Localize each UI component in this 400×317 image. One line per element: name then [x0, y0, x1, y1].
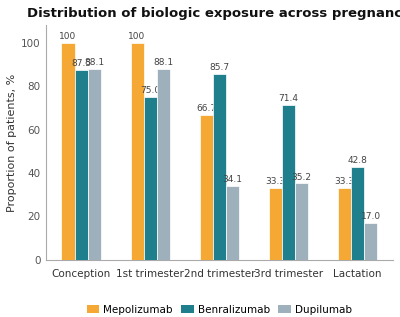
- Bar: [74, 70, 88, 260]
- Bar: [226, 186, 239, 260]
- Bar: [61, 43, 74, 260]
- Text: 35.2: 35.2: [292, 173, 312, 182]
- Text: 17.0: 17.0: [361, 212, 381, 221]
- Text: 100: 100: [128, 32, 146, 41]
- Legend: Mepolizumab, Benralizumab, Dupilumab: Mepolizumab, Benralizumab, Dupilumab: [82, 300, 356, 317]
- Bar: [130, 43, 144, 260]
- Bar: [364, 223, 377, 260]
- Text: 71.4: 71.4: [278, 94, 298, 103]
- Text: 33.3: 33.3: [334, 177, 354, 186]
- Bar: [295, 184, 308, 260]
- Bar: [157, 68, 170, 260]
- Text: 100: 100: [59, 32, 76, 41]
- Text: 75.0: 75.0: [140, 86, 160, 95]
- Bar: [200, 115, 213, 260]
- Bar: [351, 167, 364, 260]
- Title: Distribution of biologic exposure across pregnancy: Distribution of biologic exposure across…: [28, 7, 400, 20]
- Bar: [269, 188, 282, 260]
- Bar: [144, 97, 157, 260]
- Text: 66.7: 66.7: [196, 104, 216, 113]
- Bar: [338, 188, 351, 260]
- Y-axis label: Proportion of patients, %: Proportion of patients, %: [7, 74, 17, 212]
- Text: 87.5: 87.5: [71, 59, 91, 68]
- Text: 33.3: 33.3: [265, 177, 285, 186]
- Text: 42.8: 42.8: [348, 156, 368, 165]
- Text: 85.7: 85.7: [209, 63, 229, 72]
- Bar: [88, 68, 101, 260]
- Text: 88.1: 88.1: [153, 58, 174, 67]
- Text: 34.1: 34.1: [222, 175, 242, 184]
- Bar: [213, 74, 226, 260]
- Bar: [282, 105, 295, 260]
- Text: 88.1: 88.1: [84, 58, 104, 67]
